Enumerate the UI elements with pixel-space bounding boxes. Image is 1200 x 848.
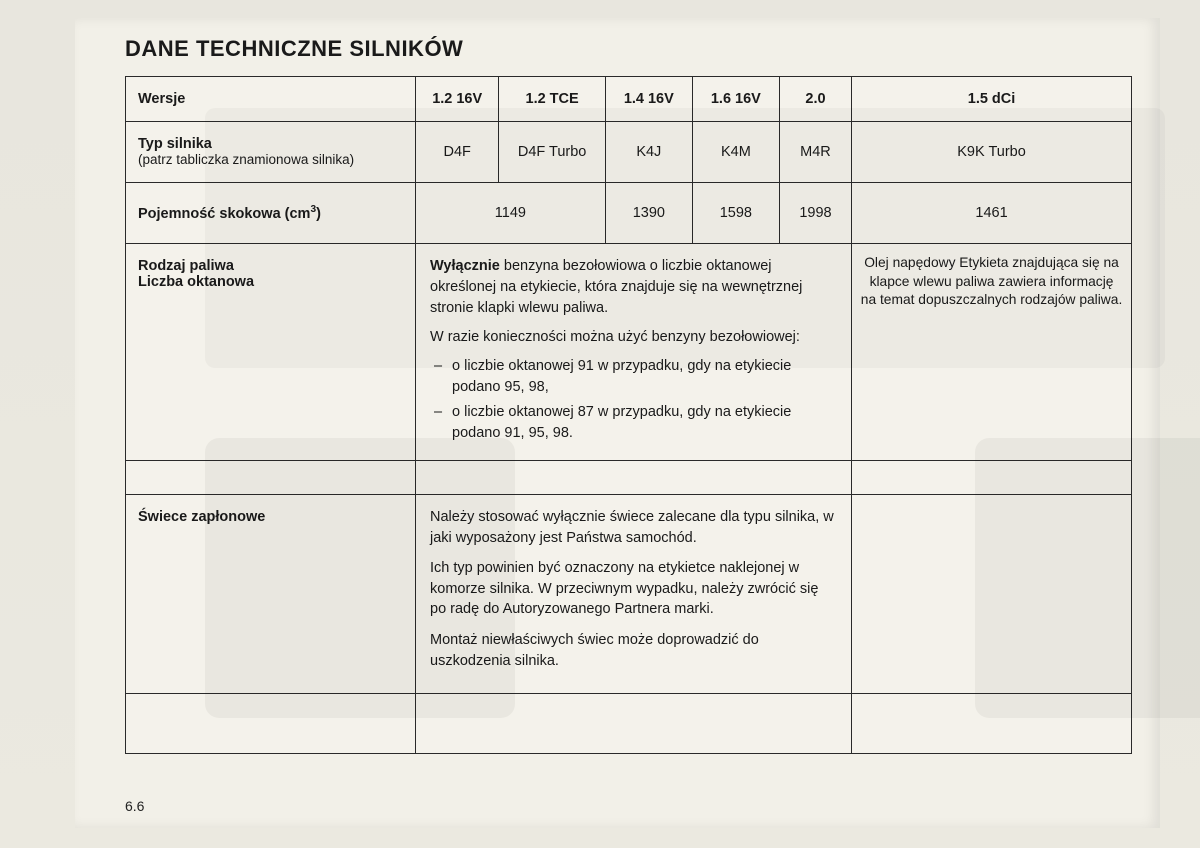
engine-type-label: Typ silnika (patrz tabliczka znamionowa …	[126, 122, 416, 183]
col-5: 1.5 dCi	[852, 77, 1132, 122]
table-row-spacer-2	[126, 694, 1132, 754]
displacement-label: Pojemność skokowa (cm3)	[126, 183, 416, 244]
header-label: Wersje	[126, 77, 416, 122]
engine-spec-table: Wersje 1.2 16V 1.2 TCE 1.4 16V 1.6 16V 2…	[125, 76, 1132, 754]
engine-type-3: K4M	[692, 122, 779, 183]
displacement-0: 1149	[416, 183, 606, 244]
col-4: 2.0	[779, 77, 851, 122]
fuel-p1-bold: Wyłącznie	[430, 258, 500, 274]
fuel-p2: W razie konieczności można użyć benzyny …	[430, 327, 837, 348]
col-2: 1.4 16V	[605, 77, 692, 122]
engine-type-label-main: Typ silnika	[138, 136, 212, 152]
displacement-1: 1390	[605, 183, 692, 244]
col-0: 1.2 16V	[416, 77, 499, 122]
spark-dci-empty	[852, 495, 1132, 694]
engine-type-label-sub: (patrz tabliczka znamionowa silnika)	[138, 152, 354, 167]
fuel-label: Rodzaj paliwa Liczba oktanowa	[126, 244, 416, 461]
spark-p1: Należy stosować wyłącznie świece zalecan…	[430, 507, 837, 548]
manual-page: DANE TECHNICZNE SILNIKÓW Wersje 1.2 16V …	[75, 18, 1160, 828]
fuel-p1: Wyłącznie benzyna bezołowiowa o liczbie …	[430, 256, 837, 319]
engine-type-0: D4F	[416, 122, 499, 183]
engine-type-2: K4J	[605, 122, 692, 183]
engine-type-1: D4F Turbo	[499, 122, 605, 183]
spark-cell: Należy stosować wyłącznie świece zalecan…	[416, 495, 852, 694]
fuel-li1: o liczbie oktanowej 91 w przypadku, gdy …	[430, 356, 837, 398]
fuel-label-1: Rodzaj paliwa	[138, 258, 234, 274]
table-row-spark: Świece zapłonowe Należy stosować wyłączn…	[126, 495, 1132, 694]
displacement-3: 1998	[779, 183, 851, 244]
spark-label: Świece zapłonowe	[126, 495, 416, 694]
fuel-diesel-cell: Olej napędowy Etykieta znajdująca się na…	[852, 244, 1132, 461]
fuel-li2: o liczbie oktanowej 87 w przypadku, gdy …	[430, 402, 837, 444]
table-row-spacer	[126, 461, 1132, 495]
table-row-header: Wersje 1.2 16V 1.2 TCE 1.4 16V 1.6 16V 2…	[126, 77, 1132, 122]
col-1: 1.2 TCE	[499, 77, 605, 122]
engine-type-5: K9K Turbo	[852, 122, 1132, 183]
displacement-4: 1461	[852, 183, 1132, 244]
fuel-label-2: Liczba oktanowa	[138, 274, 254, 290]
page-title: DANE TECHNICZNE SILNIKÓW	[125, 36, 1132, 62]
spark-p3: Montaż niewłaściwych świec może doprowad…	[430, 630, 837, 671]
fuel-list: o liczbie oktanowej 91 w przypadku, gdy …	[430, 356, 837, 444]
col-3: 1.6 16V	[692, 77, 779, 122]
table-row-fuel: Rodzaj paliwa Liczba oktanowa Wyłącznie …	[126, 244, 1132, 461]
table-row-displacement: Pojemność skokowa (cm3) 1149 1390 1598 1…	[126, 183, 1132, 244]
page-number: 6.6	[125, 798, 144, 814]
displacement-2: 1598	[692, 183, 779, 244]
fuel-petrol-cell: Wyłącznie benzyna bezołowiowa o liczbie …	[416, 244, 852, 461]
spark-p2: Ich typ powinien być oznaczony na etykie…	[430, 558, 837, 620]
table-row-engine-type: Typ silnika (patrz tabliczka znamionowa …	[126, 122, 1132, 183]
engine-type-4: M4R	[779, 122, 851, 183]
